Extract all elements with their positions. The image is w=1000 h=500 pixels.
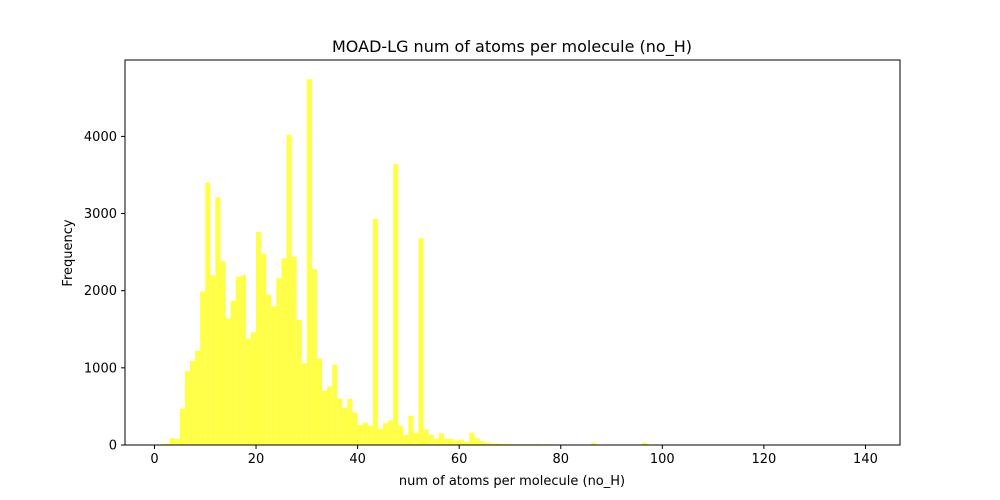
x-tick-label: 0 [150,452,158,467]
histogram-bar [220,261,226,445]
histogram-bar [372,218,378,445]
x-tick-label: 80 [552,452,569,467]
y-tick-label: 0 [109,439,117,454]
histogram-bar [642,442,648,445]
x-tick-label: 100 [650,452,675,467]
histogram-bar [438,433,444,445]
histogram-bar [357,424,363,445]
histogram-bar [423,429,429,445]
histogram-bar [235,276,241,445]
histogram-bar [362,422,368,445]
histogram-bar [332,364,338,445]
histogram-bar [266,294,272,445]
histogram-bar [316,358,323,445]
histogram-bar [413,432,419,445]
histogram-bar [449,438,455,445]
histogram-bar [347,398,353,445]
histogram-bar [393,164,399,445]
chart-title: MOAD-LG num of atoms per molecule (no_H) [332,37,692,57]
y-tick-label: 3000 [84,207,117,222]
histogram-bar [250,332,257,445]
y-tick-label: 1000 [84,361,117,376]
histogram-bar [291,256,297,445]
histogram-bar [403,434,409,445]
histogram-bar [296,320,302,445]
y-tick-label: 4000 [84,130,117,145]
histogram-bar [301,363,307,445]
histogram-bar [174,438,180,445]
histogram-bar [535,443,541,445]
histogram-bar [459,439,465,445]
histogram-bar [489,443,495,445]
y-axis-ticks: 0 1000 2000 3000 4000 [84,130,125,454]
histogram-bar [311,269,317,445]
histogram-bar [454,440,460,445]
y-axis-label: Frequency [61,219,76,286]
histogram-bar [428,434,434,445]
histogram-bar [179,408,185,445]
histogram-bar [281,258,287,445]
histogram-bar [408,415,414,445]
histogram-bar [388,420,394,445]
histogram-bar [261,253,267,445]
histogram-bar [169,438,175,445]
histogram-bar [464,441,470,445]
histogram-bar [352,412,358,445]
histogram-bar [276,278,282,445]
plot-frame [124,59,901,446]
histogram-bar [195,350,201,445]
histogram-bar [215,197,221,445]
histogram-bar [184,370,191,445]
histogram-bar [443,438,450,445]
x-tick-label: 120 [751,452,776,467]
histogram-bar [474,438,480,445]
y-tick-label: 2000 [84,284,117,299]
histogram-bar [433,438,439,445]
histogram-bar [342,407,348,445]
x-tick-label: 20 [248,452,265,467]
histogram-bar [479,441,485,445]
histogram-bar [230,300,236,445]
histogram-bar [591,442,597,445]
histogram-bar [240,275,246,445]
histogram-bar [469,432,475,445]
histogram-bar [306,79,312,445]
histogram-bar [327,386,333,445]
histogram-bar [245,338,251,445]
histogram-bar [200,291,206,445]
histogram-bar [190,360,196,445]
histogram-bar [367,425,373,445]
histogram-bar [205,182,211,445]
histogram-bar [337,398,343,445]
histogram-bar [322,390,328,445]
histogram-bar [484,442,490,445]
x-axis-label: num of atoms per molecule (no_H) [399,474,625,489]
x-tick-label: 60 [451,452,468,467]
histogram-bar [225,318,231,445]
x-tick-label: 40 [349,452,366,467]
histogram-bar [256,232,262,445]
histogram-bar [504,443,510,445]
histogram-bar [499,443,505,445]
histogram-bar [210,275,216,445]
histogram-bar [164,443,170,445]
histogram-bar [398,425,404,445]
histogram-bar [382,423,389,445]
histogram-bar [377,428,383,445]
histogram-bar [286,134,292,446]
histogram-bar [271,306,277,445]
x-tick-label: 140 [853,452,878,467]
histogram-bar [494,443,500,445]
histogram-bar [418,238,424,445]
x-axis-ticks: 0 20 40 60 80 100 120 140 [150,445,878,467]
bars-group [159,79,648,446]
